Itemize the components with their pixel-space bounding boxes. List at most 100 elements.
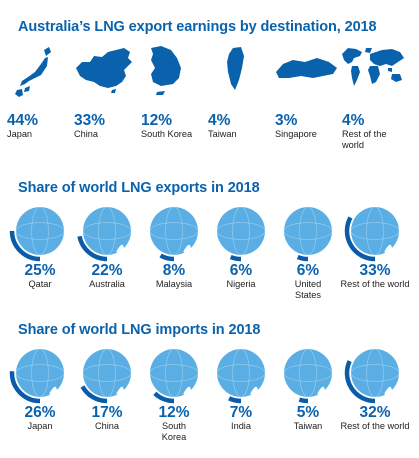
longitude-line — [165, 206, 183, 256]
share-ring-arc — [298, 397, 309, 404]
earnings-section-title: Australia’s LNG export earnings by desti… — [18, 19, 377, 35]
globe-americas-icon — [283, 206, 333, 262]
globe-disc — [217, 207, 265, 255]
globe-disc — [284, 349, 332, 397]
latitude-line — [283, 364, 333, 382]
share-ring-arc — [228, 396, 242, 404]
japan-map-icon — [15, 47, 51, 97]
longitude-line — [31, 206, 49, 256]
imports-category: Rest of the world — [340, 421, 410, 432]
earnings-category: China — [74, 129, 99, 139]
imports-value: 5% — [296, 404, 320, 421]
latitude-line — [15, 364, 65, 382]
globe-asia-icon — [344, 348, 400, 404]
share-ring-arc — [159, 253, 175, 262]
exports-value: 6% — [296, 262, 320, 279]
map-shape — [342, 48, 362, 64]
globe-disc — [351, 349, 399, 397]
exports-category: Malaysia — [139, 279, 209, 290]
earnings-value: 44% — [7, 112, 39, 129]
globe-asia-icon — [149, 206, 199, 262]
share-ring-arc — [80, 385, 108, 404]
latitude-line — [82, 222, 132, 240]
globe-asia-icon — [344, 206, 400, 262]
earnings-item: 44% Japan — [5, 44, 75, 140]
globe-asia-icon — [216, 348, 266, 404]
imports-category-line: Rest of the world — [340, 421, 410, 431]
imports-category: Japan — [5, 421, 75, 432]
globe-disc — [16, 349, 64, 397]
map-shape — [156, 91, 165, 95]
globe-disc — [150, 349, 198, 397]
longitude-line — [299, 348, 317, 398]
map-shape — [276, 58, 337, 78]
globe-asia-icon — [149, 348, 199, 404]
latitude-line — [15, 222, 65, 240]
singapore-map-icon — [276, 58, 337, 78]
imports-value: 26% — [24, 404, 56, 421]
earnings-value: 33% — [74, 112, 106, 129]
map-shape — [44, 47, 51, 56]
map-shape — [391, 74, 402, 82]
exports-category-line: Rest of the world — [340, 279, 410, 289]
map-shape — [20, 57, 48, 86]
earnings-item: 12% South Korea — [139, 44, 209, 140]
earnings-value: 12% — [141, 112, 173, 129]
globe-disc — [16, 207, 64, 255]
exports-item: 33% Rest of the world — [340, 200, 410, 290]
latitude-line — [350, 222, 400, 240]
map-shape — [151, 46, 181, 86]
globe-asia-icon — [77, 206, 132, 262]
taiwan-map-icon — [227, 47, 244, 90]
exports-category: Qatar — [5, 279, 75, 290]
latitude-line — [216, 364, 266, 382]
latitude-line — [216, 222, 266, 240]
earnings-category: Singapore — [275, 129, 317, 139]
exports-item: 6% United States — [273, 200, 343, 301]
exports-item: 22% Australia — [72, 200, 142, 290]
longitude-line — [165, 348, 183, 398]
exports-category: Nigeria — [206, 279, 276, 290]
share-ring-arc — [296, 254, 309, 262]
map-shape — [76, 48, 132, 88]
imports-item: 17% China — [72, 342, 142, 432]
earnings-item: 33% China — [72, 44, 142, 140]
share-ring-arc — [153, 391, 175, 404]
longitude-line — [232, 348, 250, 398]
globe-africa-icon — [216, 206, 266, 262]
imports-item: 7% India — [206, 342, 276, 432]
map-shape — [351, 66, 360, 86]
exports-category: Rest of the world — [340, 279, 410, 290]
imports-category: Taiwan — [273, 421, 343, 432]
longitude-line — [366, 348, 384, 398]
map-shape — [365, 48, 372, 53]
globe-disc — [150, 207, 198, 255]
china-map-icon — [76, 48, 132, 93]
earnings-value: 3% — [275, 112, 298, 129]
map-shape — [111, 89, 116, 93]
earnings-item: 4% Rest of the world — [340, 44, 410, 151]
longitude-line — [98, 206, 116, 256]
earnings-value: 4% — [342, 112, 365, 129]
earnings-value: 4% — [208, 112, 231, 129]
imports-section-title: Share of world LNG imports in 2018 — [18, 322, 261, 338]
exports-category: Australia — [72, 279, 142, 290]
share-ring-arc — [9, 371, 41, 404]
exports-category-line: Qatar — [28, 279, 52, 289]
globe-disc — [284, 207, 332, 255]
exports-value: 25% — [24, 262, 56, 279]
globe-asia-icon — [9, 348, 65, 404]
exports-value: 6% — [229, 262, 253, 279]
latitude-line — [149, 222, 199, 240]
imports-category-line: China — [94, 421, 119, 431]
longitude-line — [299, 206, 317, 256]
share-ring-arc — [77, 235, 108, 262]
globe-disc — [351, 207, 399, 255]
imports-value: 32% — [359, 404, 391, 421]
imports-item: 12% South Korea — [139, 342, 209, 443]
imports-category: South Korea — [139, 421, 209, 443]
imports-category-line: Taiwan — [293, 421, 323, 431]
globe-africa-icon — [9, 206, 65, 262]
globe-asia-icon — [80, 348, 132, 404]
world-map-icon — [342, 48, 404, 86]
